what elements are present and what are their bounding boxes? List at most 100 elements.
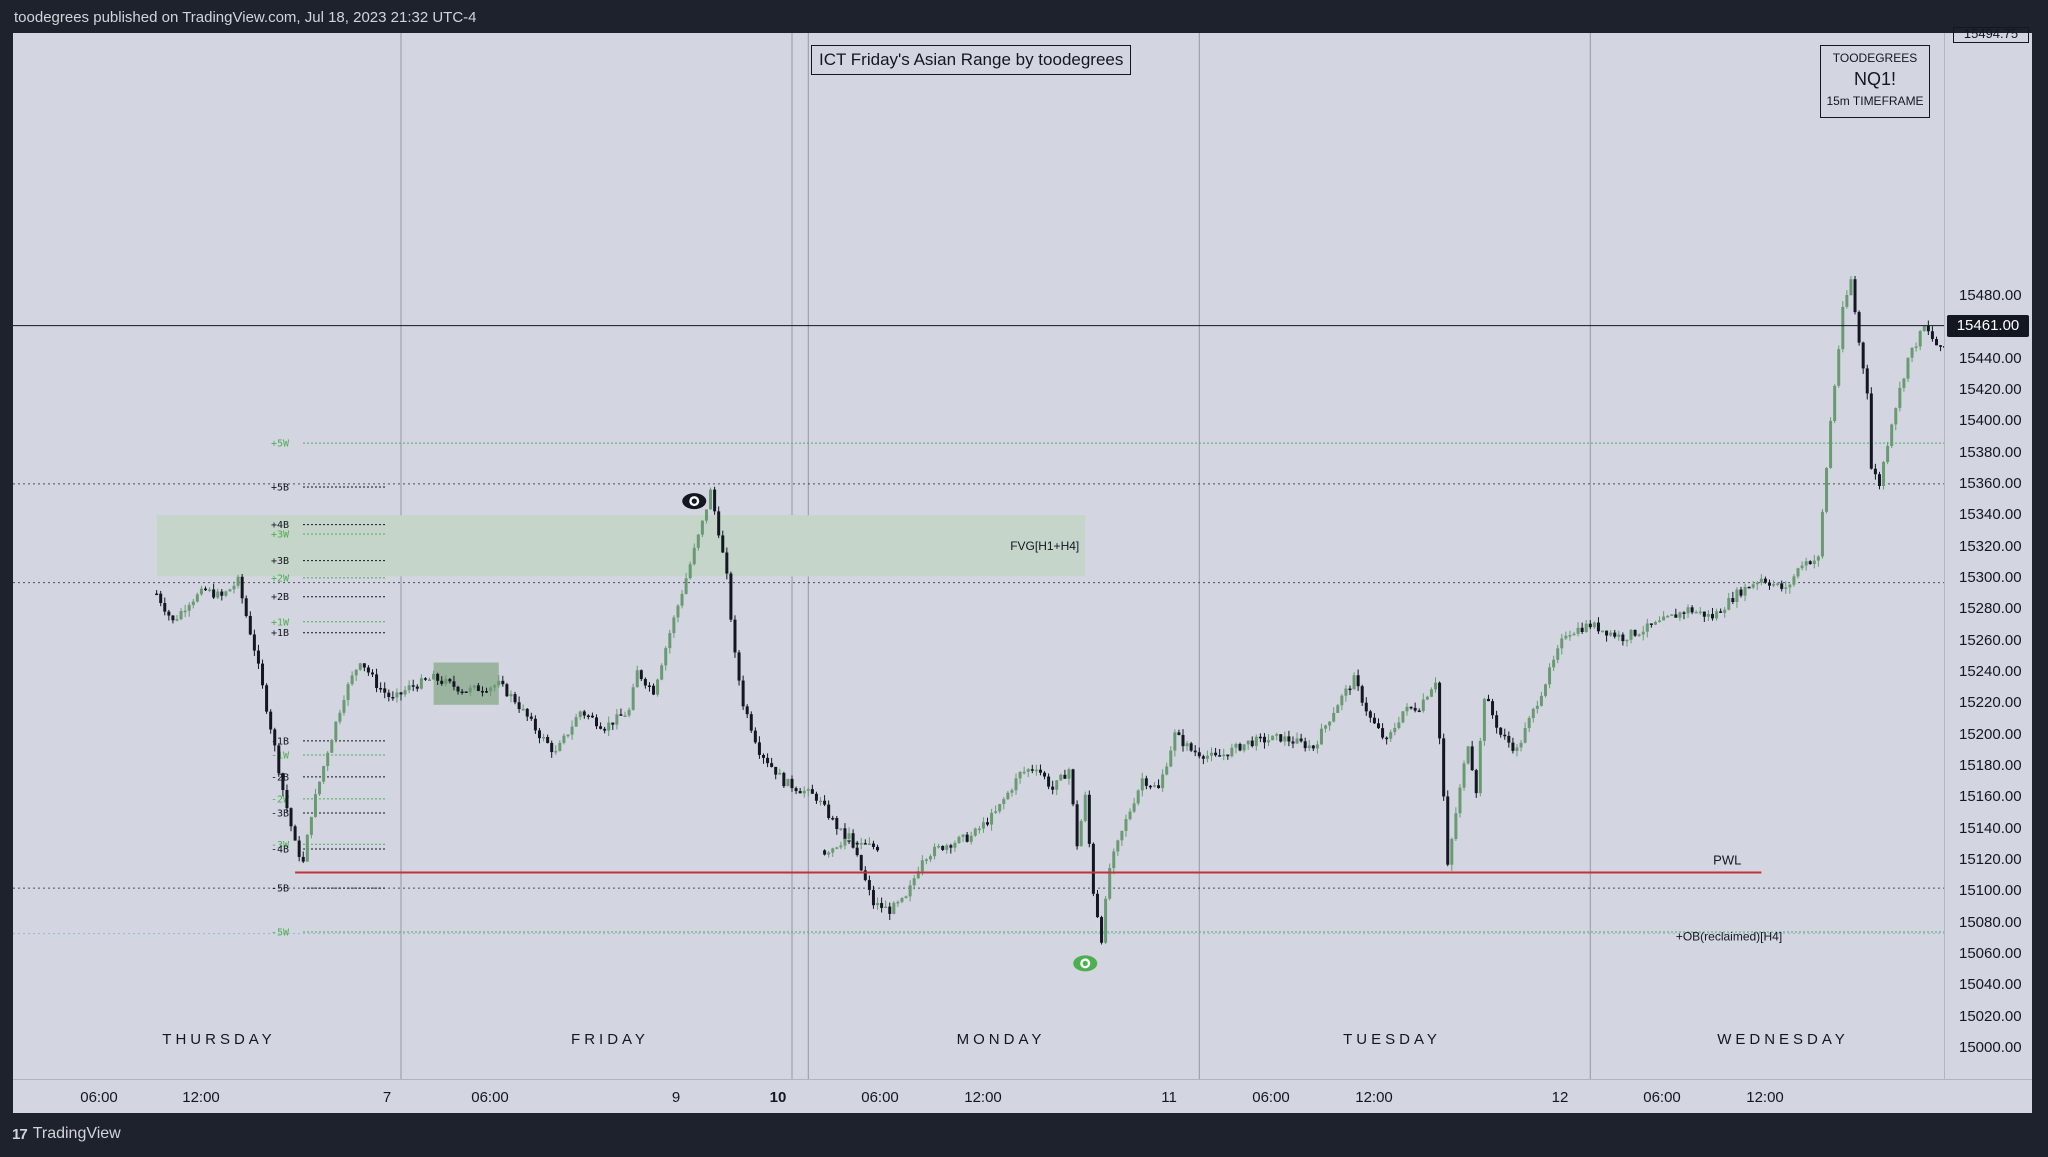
candle-body bbox=[1364, 702, 1368, 712]
info-symbol: NQ1! bbox=[1853, 69, 1896, 89]
candle-body bbox=[1715, 611, 1719, 619]
candle-body bbox=[1539, 695, 1543, 706]
markers bbox=[682, 493, 1098, 972]
candle-body bbox=[1267, 740, 1271, 743]
candle-body bbox=[472, 685, 476, 688]
candle-body bbox=[1641, 631, 1645, 635]
candle-body bbox=[1552, 659, 1556, 668]
level-label: +2B bbox=[271, 592, 289, 603]
price-tick: 15380.00 bbox=[1959, 443, 2022, 461]
candle-body bbox=[1820, 511, 1824, 557]
candle-body bbox=[220, 591, 224, 596]
candle-body bbox=[1450, 838, 1454, 865]
time-tick: 10 bbox=[769, 1089, 787, 1106]
candle-body bbox=[1328, 721, 1332, 726]
candle-body bbox=[1161, 774, 1165, 789]
candle-body bbox=[403, 690, 407, 695]
candle-body bbox=[1336, 705, 1340, 713]
candle-body bbox=[1148, 785, 1152, 788]
level-label: +1B bbox=[271, 628, 289, 639]
candle-body bbox=[1808, 561, 1812, 565]
candle-body bbox=[1918, 331, 1922, 347]
candle-body bbox=[900, 897, 904, 902]
price-tick: 15160.00 bbox=[1959, 788, 2022, 806]
candle-body bbox=[843, 838, 847, 846]
candle-body bbox=[1100, 917, 1104, 943]
candle-body bbox=[977, 828, 981, 831]
candle-body bbox=[428, 679, 432, 681]
candle-body bbox=[448, 679, 452, 682]
candle-body bbox=[1226, 754, 1230, 757]
candle-body bbox=[1751, 584, 1755, 588]
level-label: -5W bbox=[271, 928, 290, 939]
candle-body bbox=[933, 846, 937, 857]
candle-body bbox=[334, 721, 338, 740]
range-levels: +5W +5B +4B+3W +3B +2W +2B +1W+1B -1B -1W -2B -2W -… bbox=[271, 439, 1944, 939]
candle-body bbox=[1796, 568, 1800, 577]
candle-body bbox=[892, 902, 896, 914]
candle-body bbox=[1772, 584, 1776, 586]
candle-body bbox=[452, 681, 456, 687]
candle-body bbox=[318, 781, 322, 795]
candle-body bbox=[456, 686, 460, 692]
candle-body bbox=[1140, 778, 1144, 791]
candle-body bbox=[1214, 752, 1218, 756]
candle-body bbox=[729, 573, 733, 620]
candle-body bbox=[330, 739, 334, 753]
candle-body bbox=[1425, 696, 1429, 700]
candle-body bbox=[1393, 728, 1397, 733]
candle-body bbox=[293, 826, 297, 841]
candle-body bbox=[1063, 774, 1067, 779]
candle-body bbox=[1071, 769, 1075, 805]
candle-body bbox=[1670, 614, 1674, 616]
candle-body bbox=[159, 593, 163, 604]
candle-body bbox=[1470, 746, 1474, 771]
candle-body bbox=[1865, 368, 1869, 394]
price-tick: 15060.00 bbox=[1959, 944, 2022, 962]
candle-body bbox=[1678, 612, 1682, 618]
candle-body bbox=[1829, 420, 1833, 468]
candle-body bbox=[423, 678, 427, 680]
candle-body bbox=[256, 650, 260, 664]
chart-pane[interactable]: FVG[H1+H4] +5W +5B +4B +3W +3B +2W +2B +1W +1B -1… bbox=[13, 33, 1944, 1079]
candle-body bbox=[631, 687, 635, 710]
candle-body bbox=[399, 692, 403, 695]
time-tick: 7 bbox=[382, 1089, 392, 1106]
time-axis[interactable]: 06:00 12:00 7 06:00 9 10 06:00 12:00 11 … bbox=[13, 1079, 2032, 1114]
candle-body bbox=[1360, 686, 1364, 703]
candle-body bbox=[501, 680, 505, 685]
price-tick: 15120.00 bbox=[1959, 850, 2022, 868]
candle-body bbox=[505, 684, 509, 697]
candle-body bbox=[1307, 745, 1311, 749]
eye-pupil bbox=[1082, 960, 1088, 966]
tradingview-brand[interactable]: 17 TradingView bbox=[12, 1125, 121, 1143]
candle-body bbox=[1719, 611, 1723, 613]
candle-body bbox=[163, 603, 167, 612]
candle-body bbox=[1686, 607, 1690, 614]
price-tick: 15000.00 bbox=[1959, 1039, 2022, 1056]
candle-body bbox=[1112, 851, 1116, 869]
candle-body bbox=[700, 520, 704, 535]
candle-body bbox=[941, 845, 945, 850]
candle-body bbox=[770, 763, 774, 767]
candle-body bbox=[1059, 774, 1063, 781]
candle-body bbox=[957, 836, 961, 844]
candle-body bbox=[615, 714, 619, 725]
candle-body bbox=[1401, 711, 1405, 723]
price-axis[interactable]: 15480.00 15440.00 15420.00 15400.00 15380.00… bbox=[1944, 27, 2033, 1079]
price-tick: 15080.00 bbox=[1959, 913, 2022, 931]
indicator-title: ICT Friday's Asian Range by toodegrees bbox=[811, 45, 1132, 75]
candle-body bbox=[232, 585, 236, 590]
candlestick-chart[interactable]: FVG[H1+H4] +5W +5B +4B+3W +3B +2W +2B +1W+1B -1… bbox=[13, 33, 1944, 1079]
candle-body bbox=[1609, 632, 1613, 636]
candle-body bbox=[1120, 830, 1124, 841]
candle-body bbox=[1271, 735, 1275, 741]
candle-body bbox=[1511, 742, 1515, 751]
day-label-thursday: THURSDAY bbox=[162, 1031, 276, 1048]
candle-body bbox=[1531, 708, 1535, 719]
candle-body bbox=[924, 859, 928, 861]
current-price-tag: 15461.00 bbox=[1947, 314, 2029, 337]
candle-body bbox=[1576, 627, 1580, 634]
day-label-friday: FRIDAY bbox=[571, 1031, 649, 1048]
candle-body bbox=[835, 847, 839, 849]
